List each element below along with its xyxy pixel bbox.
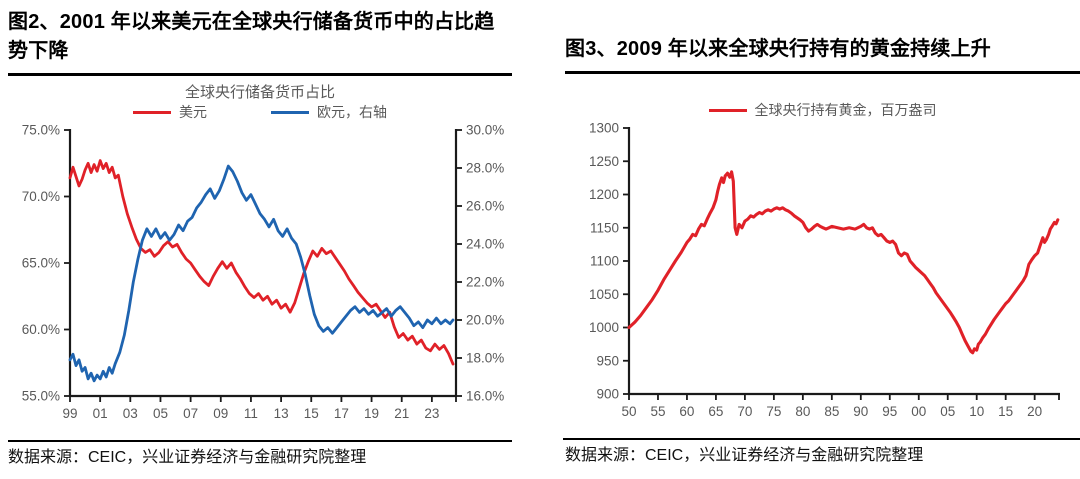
svg-text:99: 99 — [62, 406, 77, 421]
svg-text:01: 01 — [93, 406, 108, 421]
svg-text:15: 15 — [998, 404, 1013, 419]
svg-text:65.0%: 65.0% — [22, 256, 60, 271]
figure3-legend: 全球央行持有黄金，百万盎司 — [565, 100, 1080, 120]
svg-text:1200: 1200 — [589, 187, 619, 202]
svg-text:1250: 1250 — [589, 154, 619, 169]
svg-text:85: 85 — [824, 404, 839, 419]
legend-item-gold: 全球央行持有黄金，百万盎司 — [708, 100, 937, 120]
svg-text:70.0%: 70.0% — [22, 189, 60, 204]
legend-item-eur: 欧元，右轴 — [271, 102, 387, 122]
svg-text:07: 07 — [183, 406, 198, 421]
gold-legend-label: 全球央行持有黄金，百万盎司 — [754, 102, 937, 118]
svg-text:05: 05 — [153, 406, 168, 421]
figure3-panel: 图3、2009 年以来全球央行持有的黄金持续上升 全球央行持有黄金，百万盎司 9… — [540, 0, 1080, 479]
svg-text:24.0%: 24.0% — [466, 237, 504, 252]
eur-line-swatch — [271, 110, 309, 114]
svg-text:18.0%: 18.0% — [466, 351, 504, 366]
svg-text:26.0%: 26.0% — [466, 199, 504, 214]
svg-text:20.0%: 20.0% — [466, 313, 504, 328]
svg-text:15: 15 — [304, 406, 319, 421]
figure2-panel: 图2、2001 年以来美元在全球央行储备货币中的占比趋势下降 全球央行储备货币占… — [8, 11, 512, 466]
figure3-source-rule — [563, 438, 1080, 440]
svg-text:60: 60 — [679, 404, 694, 419]
svg-text:30.0%: 30.0% — [466, 123, 504, 138]
usd-legend-label: 美元 — [179, 104, 207, 120]
svg-text:13: 13 — [274, 406, 289, 421]
svg-text:75.0%: 75.0% — [22, 123, 60, 138]
svg-text:1000: 1000 — [589, 320, 619, 335]
figure3-source: 数据来源：CEIC，兴业证券经济与金融研究院整理 — [565, 447, 924, 464]
svg-text:950: 950 — [596, 353, 619, 368]
figure3-title-rule — [565, 71, 1080, 74]
figure2-chart-title: 全球央行储备货币占比 — [184, 84, 335, 101]
svg-text:00: 00 — [911, 404, 926, 419]
svg-text:20: 20 — [1027, 404, 1042, 419]
svg-text:19: 19 — [364, 406, 379, 421]
svg-text:55.0%: 55.0% — [22, 389, 60, 404]
eur-legend-label: 欧元，右轴 — [317, 104, 387, 120]
figure2-legend: 美元 欧元，右轴 — [8, 102, 512, 122]
svg-text:70: 70 — [737, 404, 752, 419]
svg-text:23: 23 — [424, 406, 439, 421]
svg-text:80: 80 — [795, 404, 810, 419]
figure2-plot: 55.0% 60.0% 65.0% 70.0% 75.0% 16.0% 18.0% 20.0%… — [22, 123, 505, 422]
svg-text:95: 95 — [882, 404, 897, 419]
gold-line-swatch — [708, 108, 747, 112]
usd-line-swatch — [133, 110, 171, 114]
svg-text:28.0%: 28.0% — [466, 161, 504, 176]
svg-text:11: 11 — [244, 406, 258, 421]
svg-text:17: 17 — [334, 406, 349, 421]
svg-text:900: 900 — [596, 387, 619, 402]
figure3-title: 图3、2009 年以来全球央行持有的黄金持续上升 — [565, 38, 991, 60]
svg-text:1100: 1100 — [590, 254, 619, 269]
svg-text:03: 03 — [123, 406, 138, 421]
svg-text:90: 90 — [853, 404, 868, 419]
svg-text:55: 55 — [650, 404, 665, 419]
svg-text:09: 09 — [213, 406, 228, 421]
figure2-source: 数据来源：CEIC，兴业证券经济与金融研究院整理 — [8, 449, 367, 466]
svg-text:10: 10 — [969, 404, 984, 419]
svg-text:1050: 1050 — [589, 287, 619, 302]
svg-text:60.0%: 60.0% — [22, 322, 60, 337]
svg-text:75: 75 — [766, 404, 781, 419]
figure2-title: 图2、2001 年以来美元在全球央行储备货币中的占比趋势下降 — [8, 11, 495, 62]
svg-text:65: 65 — [708, 404, 723, 419]
svg-text:21: 21 — [394, 406, 409, 421]
svg-text:22.0%: 22.0% — [466, 275, 504, 290]
svg-text:05: 05 — [940, 404, 955, 419]
legend-item-usd: 美元 — [133, 102, 207, 122]
svg-text:50: 50 — [621, 404, 636, 419]
svg-text:16.0%: 16.0% — [466, 389, 504, 404]
figure2-source-rule — [8, 440, 512, 442]
figure2-title-rule — [8, 73, 512, 76]
svg-text:1150: 1150 — [590, 220, 619, 235]
svg-text:1300: 1300 — [589, 121, 619, 136]
